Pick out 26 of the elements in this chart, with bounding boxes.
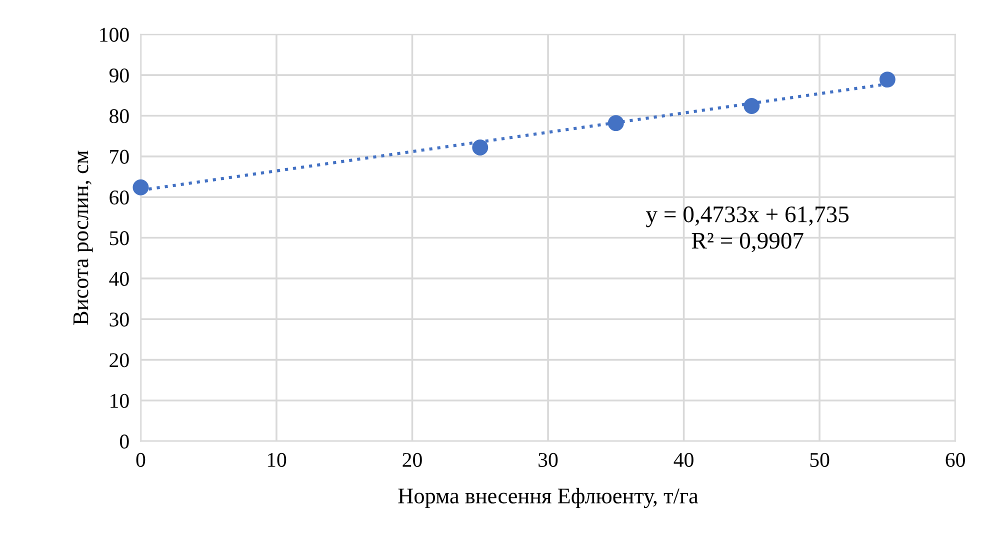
y-tick-label: 100 [100,28,129,42]
y-tick-label: 80 [110,109,129,124]
x-tick-label: 60 [946,452,965,467]
y-tick-label: 40 [109,272,129,286]
x-tick-label: 50 [810,452,830,467]
y-tick-label: 10 [110,394,129,408]
y-tick-label: 30 [110,312,129,327]
point [744,98,760,114]
y-tick-label: 0 [120,434,129,449]
x-tick-label: 20 [402,452,422,467]
annotation: y = 0,4733x + 61,735 R² = 0,9907 [646,206,849,252]
y-tick-label: 70 [110,150,129,164]
x-tick-label: 10 [268,452,286,467]
x-axis-title: Норма внесення Ефлюенту, т/га [398,488,698,508]
x-tick-label: 30 [538,452,558,467]
point [608,115,624,132]
point [472,140,488,156]
y-tick-label: 90 [109,68,129,83]
x-tick-label: 40 [674,452,694,467]
y-tick-label: 50 [110,231,129,246]
point [132,179,149,196]
y-tick-label: 20 [110,353,129,368]
y-tick-label: 60 [110,190,129,205]
y-axis-title: Висота рослин, см [74,150,93,325]
point [879,72,896,88]
x-tick-label: 0 [136,452,146,467]
